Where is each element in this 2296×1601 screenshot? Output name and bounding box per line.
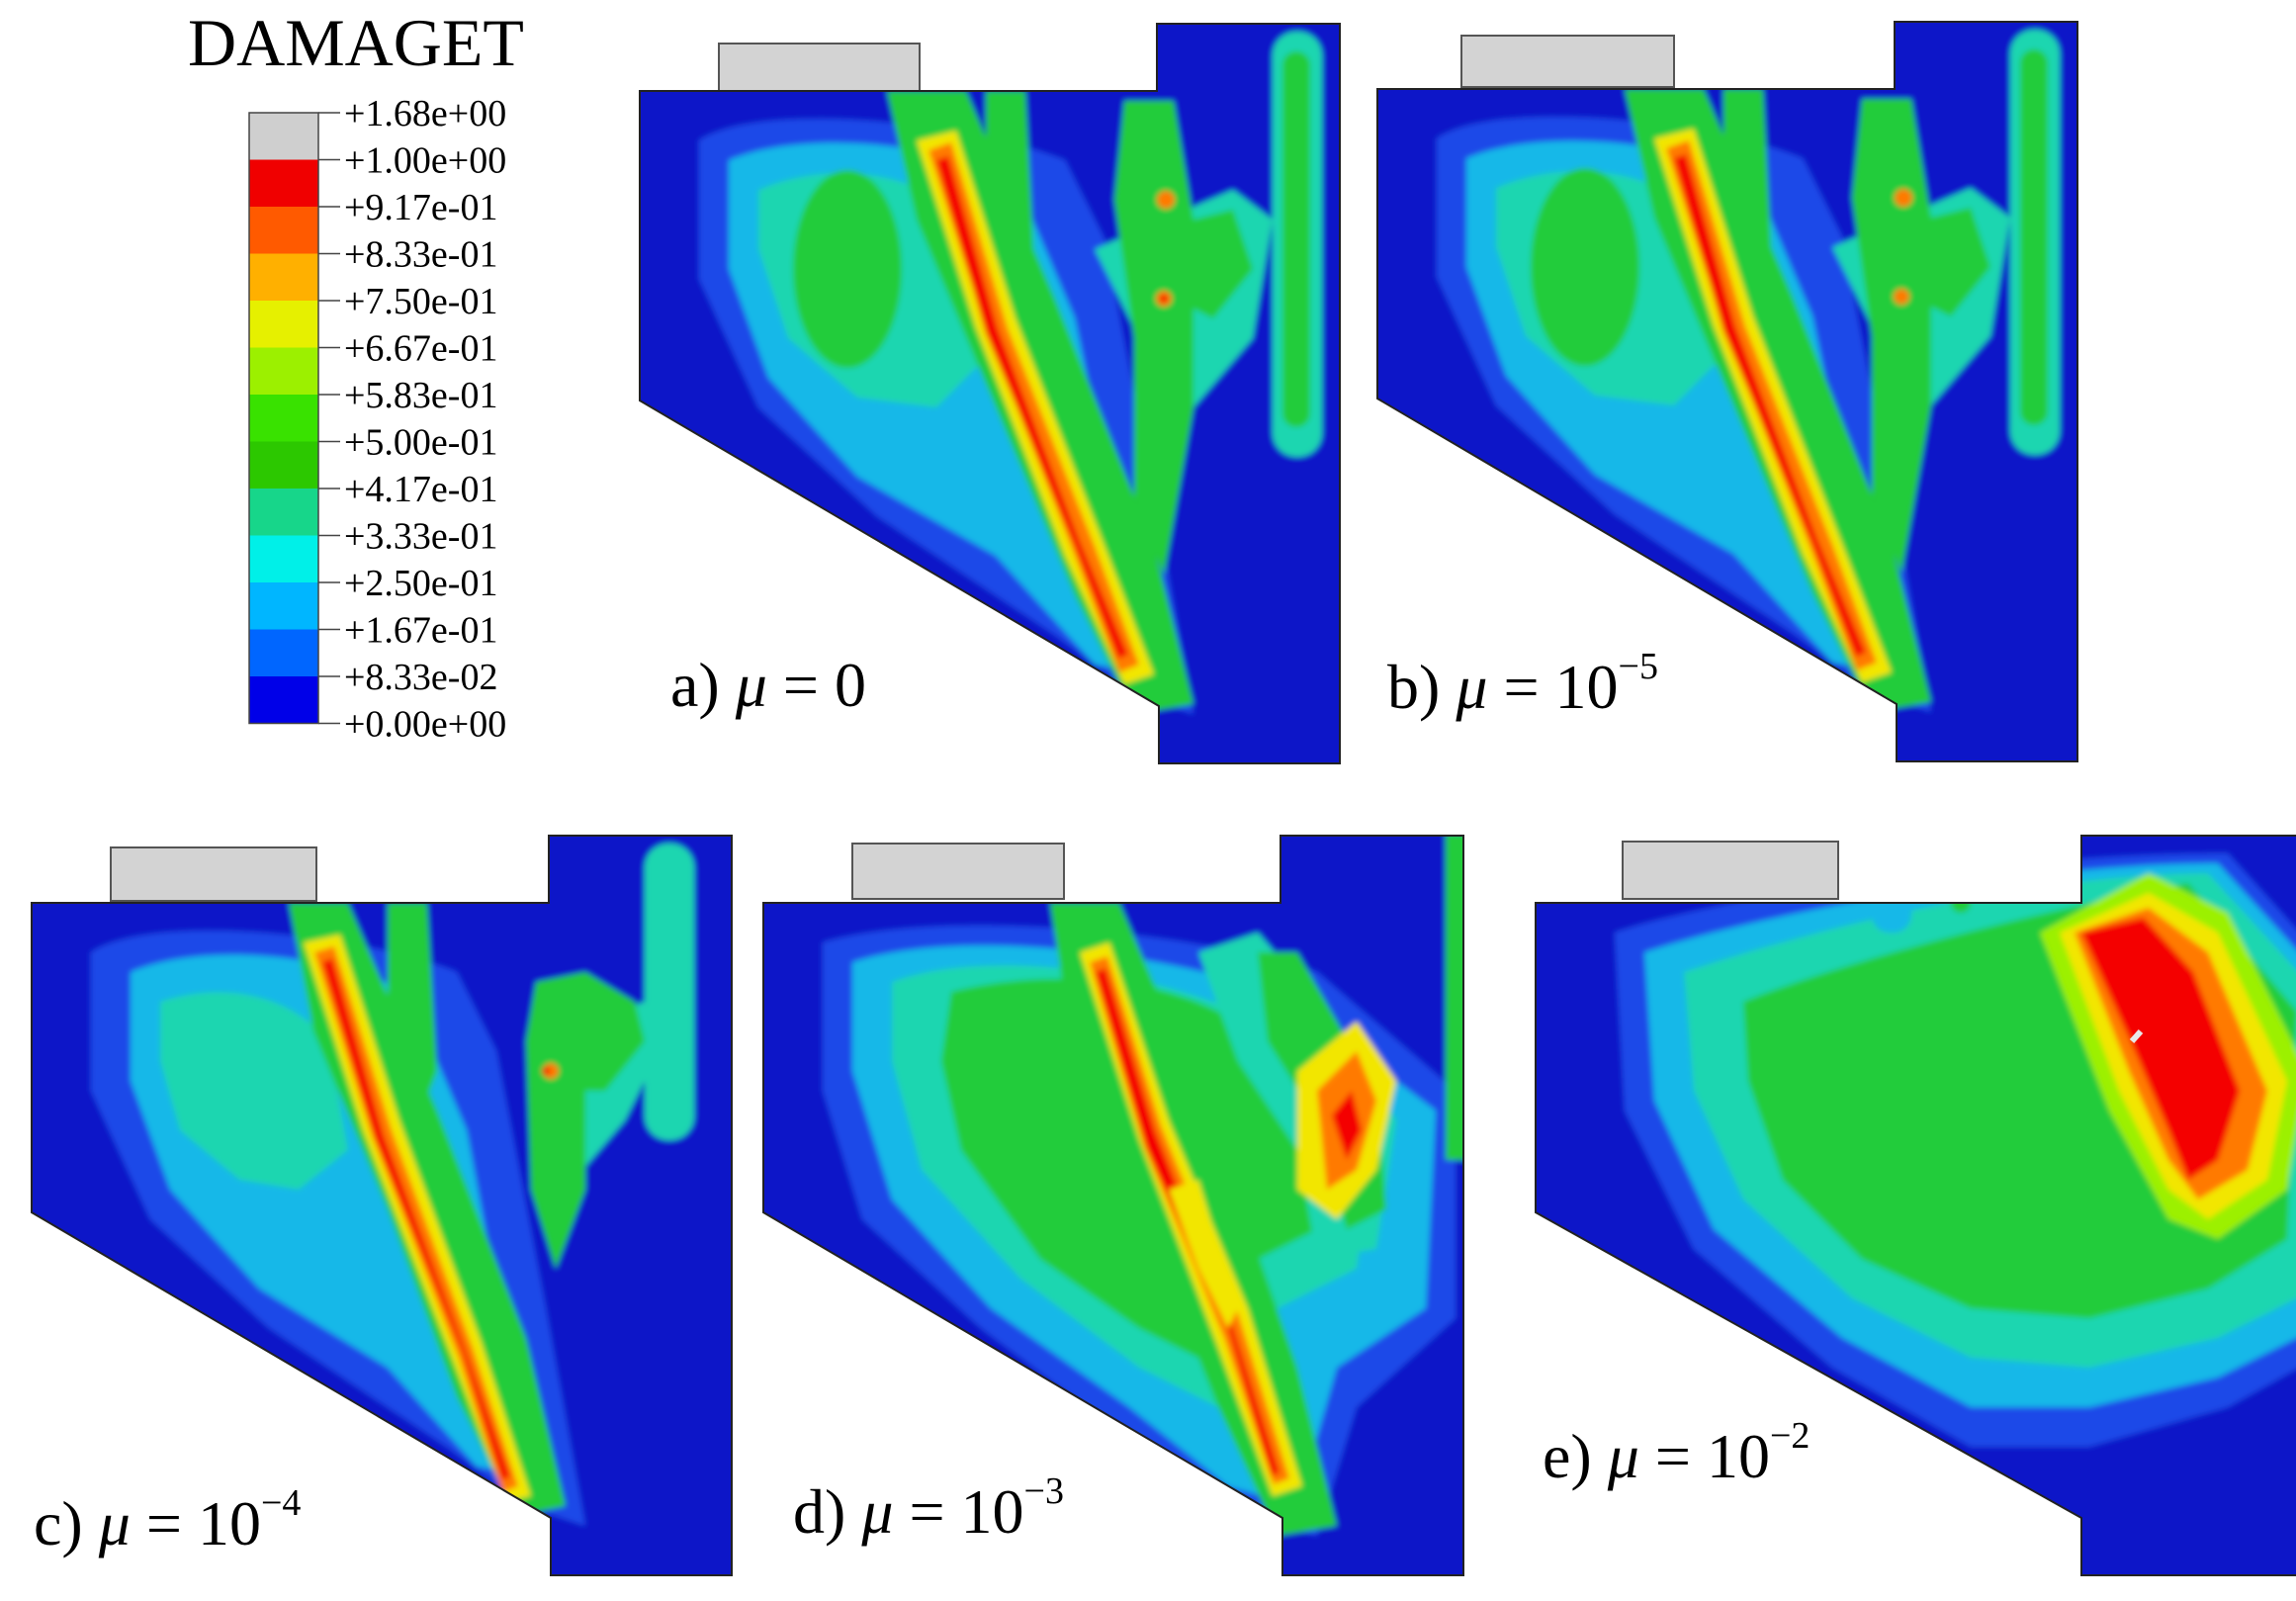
panel-d-contour	[763, 836, 1463, 1575]
legend-color-bar	[248, 112, 319, 725]
legend-tick-label: +1.00e+00	[344, 140, 506, 182]
legend-band	[249, 676, 318, 724]
legend-band	[249, 207, 318, 254]
legend-tick-label: +5.83e-01	[344, 375, 497, 416]
legend-band	[249, 159, 318, 208]
legend-band	[249, 582, 318, 630]
panel-c-loading-plate	[110, 846, 317, 902]
panel-d	[762, 835, 1464, 1576]
legend-band	[249, 489, 318, 536]
panel-e-crack	[2129, 1028, 2144, 1044]
legend-tick-label: +6.67e-01	[344, 328, 497, 370]
panel-a-contour	[640, 24, 1340, 763]
legend-band	[249, 113, 318, 160]
legend: DAMAGET +1.68e+00 +1.00e+00 +9.17e-01 +8.33…	[188, 5, 524, 746]
legend-title: DAMAGET	[188, 5, 524, 80]
legend-band	[249, 441, 318, 489]
panel-a-outline	[639, 23, 1341, 764]
panel-c-contour	[32, 836, 732, 1575]
caption-panel-e: e) μ = 10−2	[1543, 1415, 1810, 1491]
legend-bar-frame	[248, 112, 319, 725]
legend-tick-label: +1.67e-01	[344, 610, 497, 652]
legend-tick-labels: +1.68e+00 +1.00e+00 +9.17e-01 +8.33e-01 +7.5…	[318, 93, 506, 746]
legend-tick-label: +7.50e-01	[344, 281, 497, 322]
legend-tick-label: +9.17e-01	[344, 187, 497, 228]
panel-b-outline	[1376, 21, 2078, 762]
panel-d-loading-plate	[851, 843, 1065, 900]
legend-band	[249, 535, 318, 583]
legend-tick-label: +0.00e+00	[344, 704, 506, 746]
panel-c	[31, 835, 733, 1576]
legend-tick-label: +2.50e-01	[344, 563, 497, 604]
legend-tick-label: +8.33e-01	[344, 234, 497, 276]
panel-a-loading-plate	[718, 43, 921, 92]
panel-e-outline	[1535, 835, 2296, 1576]
panel-d-outline	[762, 835, 1464, 1576]
legend-band	[249, 347, 318, 396]
legend-band	[249, 301, 318, 348]
panel-e-loading-plate	[1622, 841, 1839, 900]
caption-panel-c: c) μ = 10−4	[34, 1482, 301, 1558]
legend-tick-label: +8.33e-02	[344, 657, 497, 698]
legend-band	[249, 395, 318, 442]
panel-a	[639, 23, 1341, 764]
panel-b-loading-plate	[1460, 35, 1675, 88]
legend-band	[249, 629, 318, 677]
caption-panel-d: d) μ = 10−3	[793, 1470, 1064, 1547]
legend-tick-label: +4.17e-01	[344, 469, 497, 510]
legend-tick-label: +1.68e+00	[344, 93, 506, 134]
legend-tick-label: +3.33e-01	[344, 516, 497, 558]
panel-c-outline	[31, 835, 733, 1576]
caption-panel-a: a) μ = 0	[670, 650, 866, 720]
legend-tick-label: +5.00e-01	[344, 422, 497, 464]
legend-band	[249, 253, 318, 302]
caption-panel-b: b) μ = 10−5	[1387, 646, 1658, 722]
